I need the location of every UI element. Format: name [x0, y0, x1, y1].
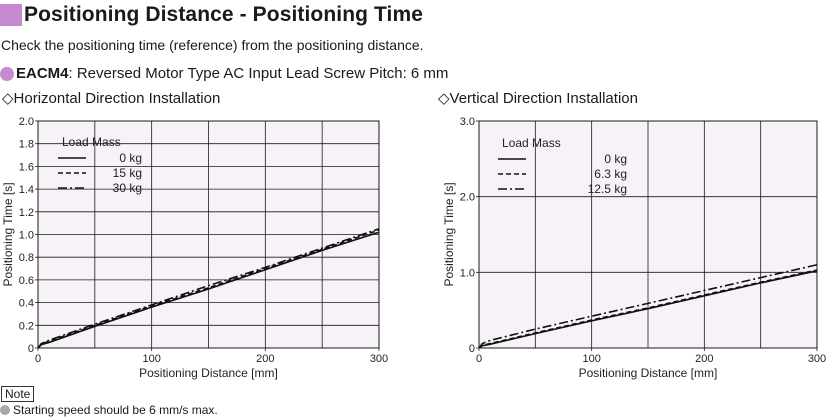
legend-label: 12.5 kg: [588, 182, 627, 196]
y-tick-label: 2.0: [19, 116, 34, 128]
x-tick-label: 200: [695, 353, 713, 365]
note-label: Note: [1, 386, 35, 402]
legend-title: Load Mass: [62, 135, 121, 149]
y-tick-label: 1.0: [19, 230, 34, 242]
bullet-circle-icon: [0, 66, 14, 81]
y-tick-label: 1.0: [460, 267, 475, 279]
legend-label: 30 kg: [113, 181, 142, 195]
legend-label: 0 kg: [119, 151, 142, 165]
model-description: : Reversed Motor Type AC Input Lead Scre…: [68, 65, 449, 82]
y-tick-label: 0: [28, 343, 34, 355]
y-tick-label: 1.8: [19, 139, 34, 151]
y-tick-label: 0: [469, 343, 475, 355]
series-line: [37, 231, 380, 349]
y-axis-label: Positioning Time [s]: [442, 182, 456, 286]
x-tick-label: 100: [142, 353, 160, 365]
bullet-circle-icon: [0, 405, 10, 415]
vertical-chart: 0 1.0 2.0 3.0 0 100 200 300 Positioning Distance…: [442, 116, 826, 380]
x-tick-label: 200: [256, 353, 274, 365]
footnote: Starting speed should be 6 mm/s max.: [0, 403, 218, 417]
y-tick-label: 0.4: [19, 298, 34, 310]
page-title: Positioning Distance - Positioning Time: [24, 3, 424, 26]
legend-label: 15 kg: [113, 166, 142, 180]
x-tick-label: 0: [35, 353, 41, 365]
horizontal-chart: 0 0.2 0.4 0.6 0.8 1.0 1.2 1.4 1.6 1.8 2.0 0 100 200 30…: [1, 116, 388, 380]
x-axis-label: Positioning Distance [mm]: [139, 366, 278, 380]
legend-title: Load Mass: [502, 136, 561, 150]
y-tick-label: 3.0: [460, 116, 475, 128]
model-heading: EACM4 : Reversed Motor Type AC Input Lea…: [0, 65, 448, 82]
legend-label: 0 kg: [604, 152, 627, 166]
series-line: [478, 269, 818, 349]
series-line: [37, 228, 380, 349]
y-tick-label: 2.0: [460, 192, 475, 204]
y-tick-label: 0.2: [19, 320, 34, 332]
page-description: Check the positioning time (reference) f…: [1, 37, 424, 53]
y-tick-label: 1.6: [19, 161, 34, 173]
series-line: [478, 264, 818, 349]
page-header: Positioning Distance - Positioning Time: [0, 2, 423, 28]
horizontal-chart-subtitle: ◇Horizontal Direction Installation: [2, 90, 221, 107]
plot-frame: [478, 120, 818, 349]
model-name: EACM4: [16, 65, 69, 82]
x-tick-label: 100: [582, 353, 600, 365]
x-axis-label: Positioning Distance [mm]: [579, 366, 718, 380]
y-tick-label: 1.2: [19, 207, 34, 219]
y-tick-label: 0.8: [19, 252, 34, 264]
y-tick-label: 1.4: [19, 184, 34, 196]
vertical-chart-subtitle: ◇Vertical Direction Installation: [438, 90, 638, 107]
y-axis-label: Positioning Time [s]: [1, 182, 15, 286]
legend-label: 6.3 kg: [594, 167, 627, 181]
x-tick-label: 0: [476, 353, 482, 365]
y-tick-label: 0.6: [19, 275, 34, 287]
x-tick-label: 300: [370, 353, 388, 365]
footnote-text: Starting speed should be 6 mm/s max.: [13, 403, 218, 417]
x-tick-label: 300: [808, 353, 826, 365]
title-square-icon: [0, 4, 22, 26]
